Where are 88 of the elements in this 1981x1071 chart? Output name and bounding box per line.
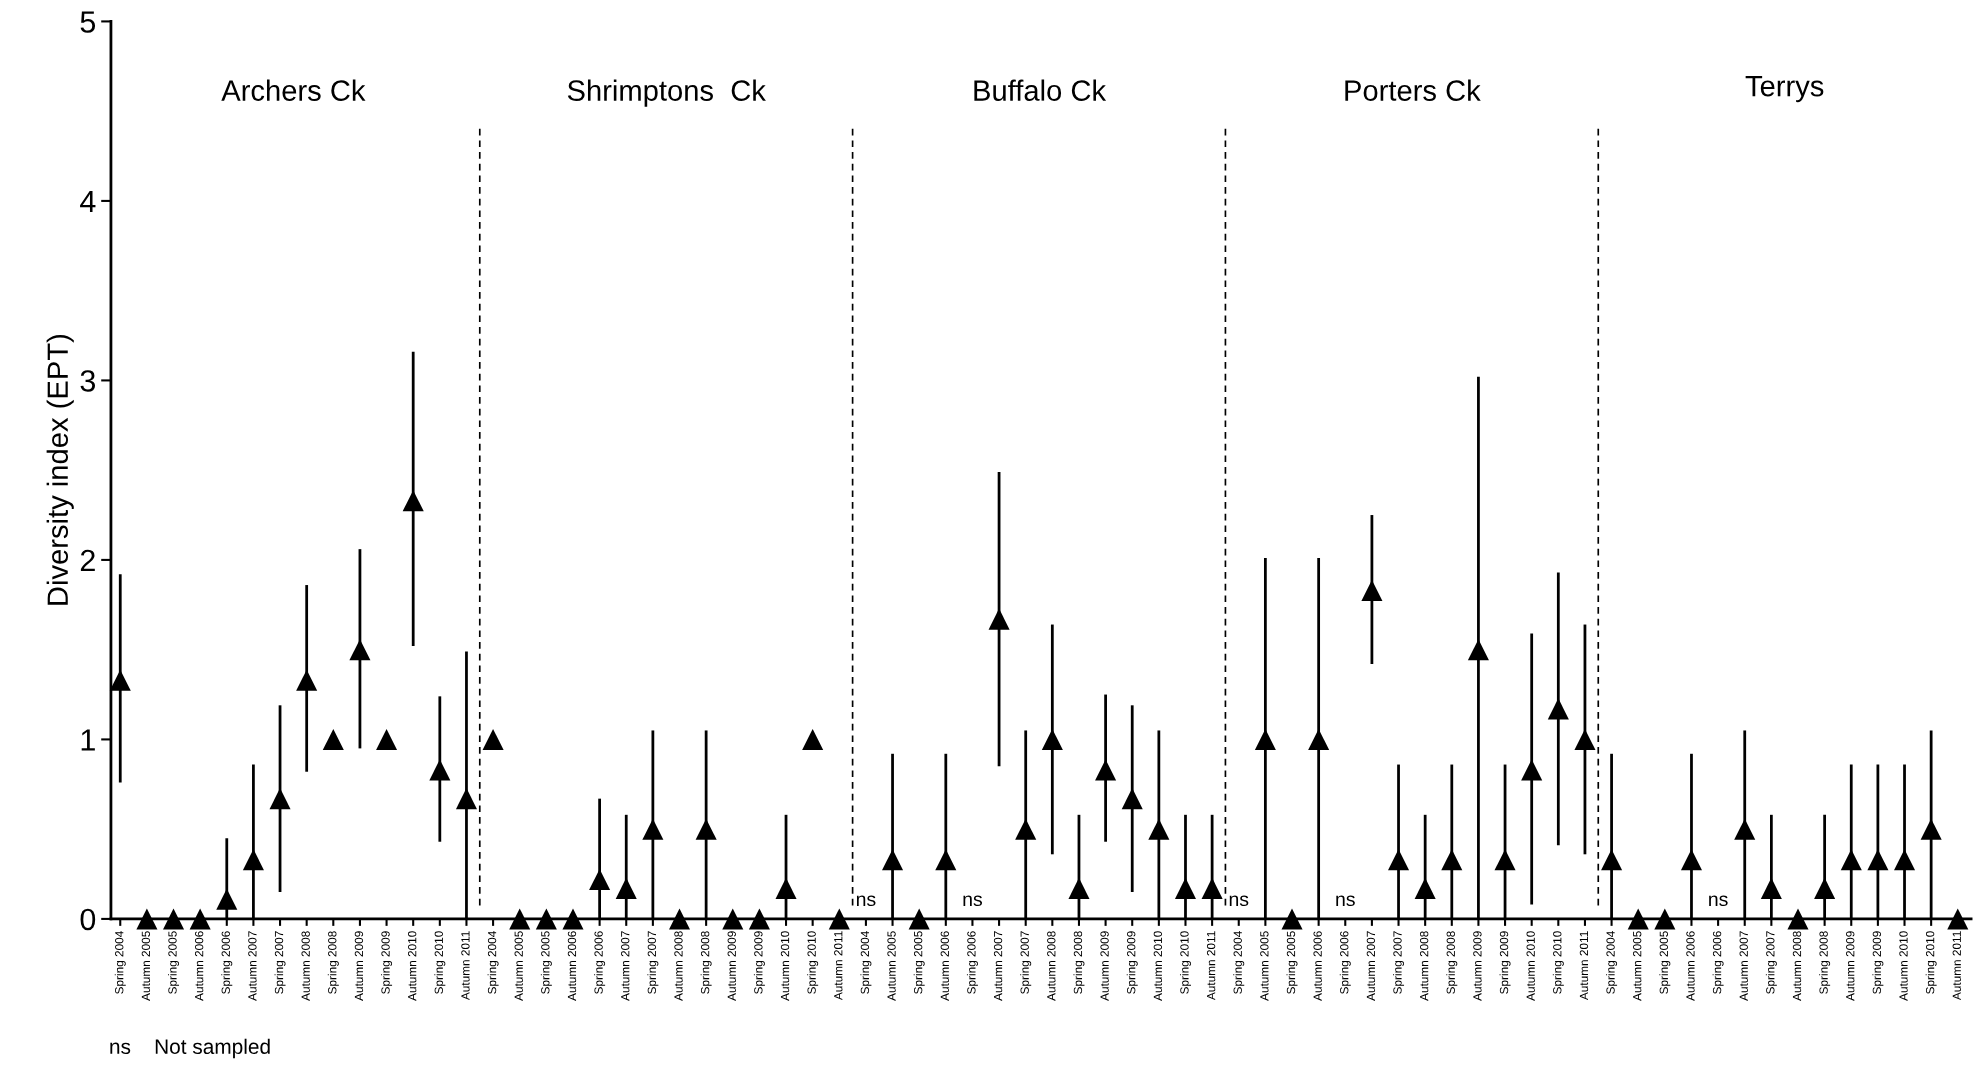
x-tick-label: Spring 2005	[168, 931, 180, 994]
x-tick-label: Spring 2010	[1552, 931, 1564, 994]
x-tick-label: Spring 2006	[1339, 931, 1351, 994]
annotation: Archers Ck	[221, 79, 366, 101]
annotation: ns	[856, 895, 876, 907]
x-tick-label: Spring 2008	[1819, 931, 1831, 994]
x-tick-label: Autumn 2005	[514, 931, 523, 1001]
x-tick-label: Spring 2004	[1606, 931, 1618, 994]
x-tick-label: Autumn 2008	[1419, 931, 1429, 1001]
x-tick-label: Spring 2009	[1872, 931, 1884, 994]
x-tick-label: Autumn 2006	[1313, 931, 1322, 1001]
x-tick-label: Autumn 2006	[1686, 931, 1695, 1001]
x-tick-label: Spring 2008	[327, 931, 339, 994]
x-tick-label: Autumn 2011	[1952, 931, 1961, 1001]
annotation: Buffalo Ck	[974, 79, 1107, 101]
x-tick-label: Spring 2005	[1659, 931, 1671, 994]
x-tick-label: Spring 2008	[700, 931, 712, 994]
y-tick-label: 0	[80, 908, 96, 931]
x-tick-label: Spring 2009	[381, 931, 393, 994]
x-tick-label: Autumn 2010	[1526, 931, 1535, 1001]
x-tick-label: Autumn 2005	[887, 931, 896, 1001]
x-tick-label: Autumn 2005	[1260, 931, 1269, 1001]
x-tick-label: Autumn 2007	[993, 931, 1003, 1001]
x-tick-label: Autumn 2009	[727, 931, 736, 1001]
x-tick-label: Spring 2007	[1020, 931, 1032, 994]
x-tick-label: Autumn 2006	[194, 931, 204, 1001]
x-tick-label: Spring 2006	[594, 931, 606, 994]
x-tick-label: Spring 2010	[1179, 931, 1191, 994]
x-tick-label: Spring 2005	[1286, 931, 1298, 994]
x-tick-label: Autumn 2009	[1473, 931, 1482, 1001]
annotation: ns	[1709, 895, 1728, 907]
x-tick-label: Autumn 2008	[674, 931, 683, 1001]
y-tick-label: 2	[80, 549, 95, 571]
x-tick-label: Autumn 2007	[1739, 931, 1748, 1001]
x-tick-label: Spring 2004	[860, 931, 872, 994]
x-tick-label: Autumn 2010	[1153, 931, 1163, 1001]
x-tick-label: Spring 2006	[1712, 931, 1724, 994]
x-tick-label: Autumn 2007	[1366, 931, 1376, 1001]
y-tick-label: 5	[80, 11, 96, 33]
x-tick-label: Spring 2005	[540, 931, 552, 994]
x-tick-label: Spring 2008	[1073, 931, 1085, 994]
x-tick-label: Autumn 2010	[1899, 931, 1908, 1001]
x-tick-label: Autumn 2007	[248, 931, 257, 1001]
y-tick-label: 1	[81, 729, 95, 751]
x-tick-label: Autumn 2010	[780, 931, 790, 1001]
x-tick-label: Autumn 2006	[567, 931, 577, 1001]
annotation: ns	[1229, 895, 1249, 907]
x-tick-label: Spring 2007	[1393, 931, 1405, 994]
x-tick-label: Spring 2010	[434, 931, 446, 994]
x-tick-label: Spring 2004	[487, 931, 499, 994]
x-tick-label: Spring 2010	[1925, 931, 1937, 994]
x-tick-label: Autumn 2011	[1579, 931, 1589, 1001]
y-axis-title: Diversity index (EPT)	[46, 335, 74, 605]
x-tick-label: Spring 2010	[807, 931, 819, 994]
x-tick-label: Autumn 2006	[940, 931, 949, 1001]
x-tick-label: Spring 2009	[1126, 931, 1138, 994]
x-tick-label: Spring 2008	[1446, 931, 1458, 994]
x-tick-label: Autumn 2009	[1846, 931, 1855, 1001]
x-tick-label: Autumn 2008	[1792, 931, 1802, 1001]
x-tick-label: Spring 2007	[647, 931, 659, 994]
y-tick-label: 4	[80, 190, 96, 212]
x-tick-label: Autumn 2005	[141, 931, 151, 1001]
annotation: ns	[1336, 895, 1355, 907]
annotation: ns	[963, 895, 983, 907]
x-tick-label: Spring 2007	[274, 931, 286, 994]
x-tick-label: Spring 2004	[1233, 931, 1245, 994]
x-tick-label: Spring 2006	[221, 931, 233, 994]
x-tick-label: Autumn 2009	[354, 931, 364, 1001]
x-tick-label: Spring 2006	[966, 931, 978, 994]
x-tick-label: Spring 2009	[753, 931, 765, 994]
x-tick-label: Autumn 2005	[1633, 931, 1642, 1001]
x-tick-label: Autumn 2011	[461, 931, 470, 1001]
x-tick-label: Spring 2007	[1765, 931, 1777, 994]
x-tick-label: Autumn 2011	[834, 931, 843, 1001]
x-tick-label: Autumn 2011	[1206, 931, 1216, 1001]
text: ns Not sampled	[110, 1038, 270, 1059]
x-tick-label: Spring 2009	[1499, 931, 1511, 994]
x-tick-label: Autumn 2008	[1047, 931, 1056, 1001]
x-tick-label: Autumn 2007	[621, 931, 630, 1001]
annotation: Terrys	[1745, 76, 1824, 103]
annotation: Porters Ck	[1345, 79, 1481, 101]
annotation: Shrimptons Ck	[567, 79, 766, 107]
x-tick-label: Autumn 2009	[1100, 931, 1109, 1001]
x-tick-label: Autumn 2008	[301, 931, 310, 1001]
y-tick-label: 3	[80, 370, 96, 392]
x-tick-label: Spring 2004	[114, 931, 126, 994]
x-tick-label: Autumn 2010	[408, 931, 417, 1001]
x-tick-label: Spring 2005	[913, 931, 925, 994]
